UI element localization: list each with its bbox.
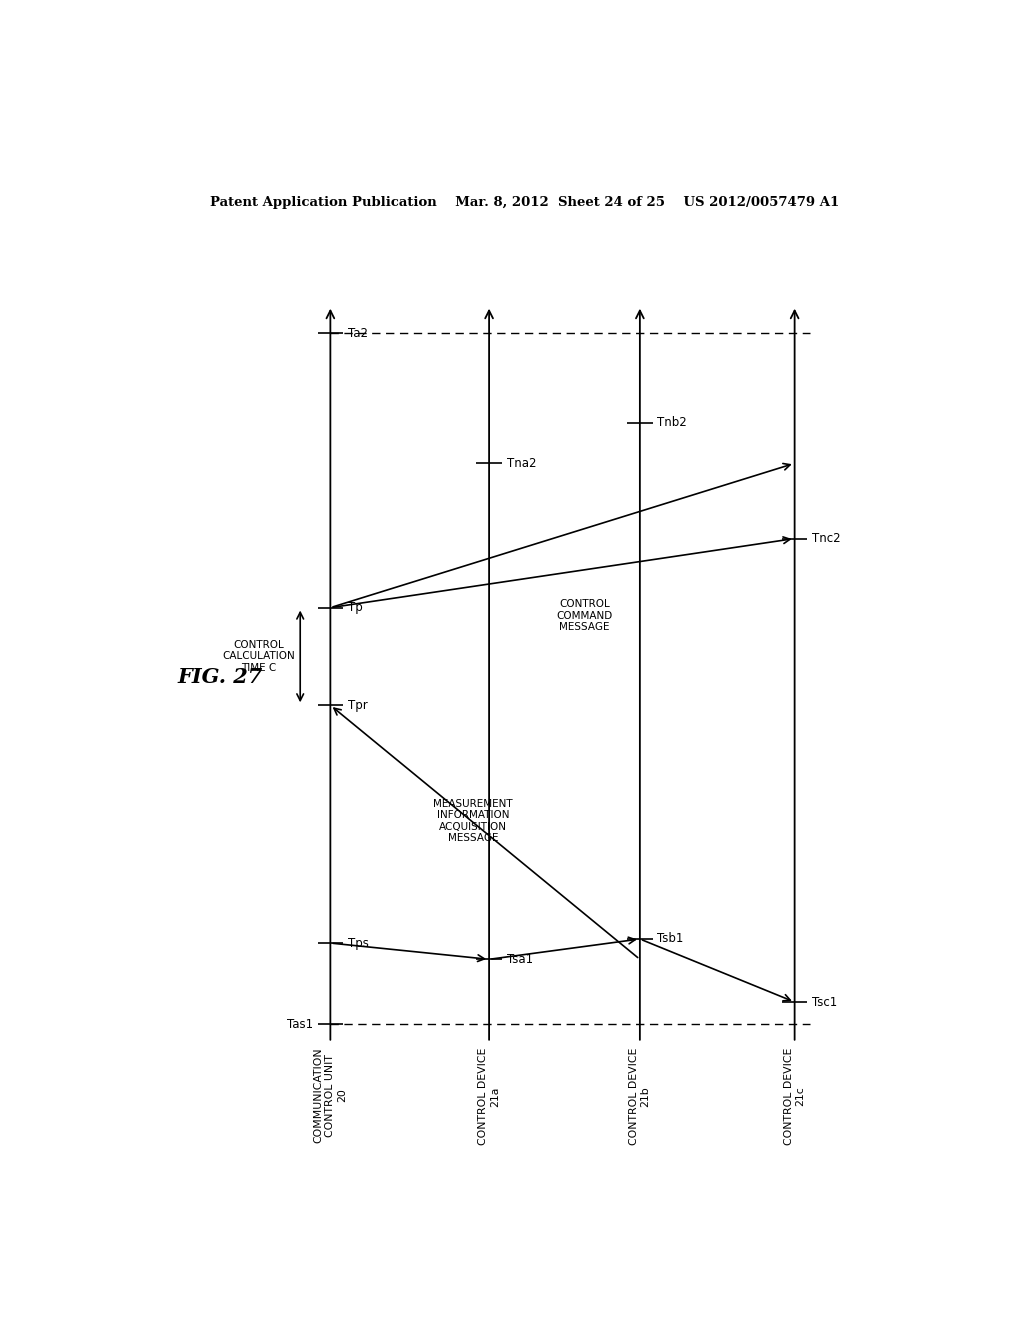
Text: Tps: Tps [348,937,369,949]
Text: Tp: Tp [348,601,362,614]
Text: Ta2: Ta2 [348,327,368,339]
Text: CONTROL
COMMAND
MESSAGE: CONTROL COMMAND MESSAGE [556,599,612,632]
Text: Tnb2: Tnb2 [657,416,687,429]
Text: COMMUNICATION
CONTROL UNIT
20: COMMUNICATION CONTROL UNIT 20 [313,1048,347,1143]
Text: Tsa1: Tsa1 [507,953,532,966]
Text: Tsb1: Tsb1 [657,932,684,945]
Text: Tas1: Tas1 [287,1018,313,1031]
Text: Tsc1: Tsc1 [812,995,838,1008]
Text: Tna2: Tna2 [507,457,536,470]
Text: Tnc2: Tnc2 [812,532,841,545]
Text: CONTROL
CALCULATION
TIME C: CONTROL CALCULATION TIME C [222,640,296,673]
Text: CONTROL DEVICE
21b: CONTROL DEVICE 21b [629,1048,650,1146]
Text: CONTROL DEVICE
21a: CONTROL DEVICE 21a [478,1048,500,1146]
Text: Patent Application Publication    Mar. 8, 2012  Sheet 24 of 25    US 2012/005747: Patent Application Publication Mar. 8, 2… [210,195,840,209]
Text: MEASUREMENT
INFORMATION
ACQUISITION
MESSAGE: MEASUREMENT INFORMATION ACQUISITION MESS… [433,799,513,843]
Text: FIG. 27: FIG. 27 [177,667,262,686]
Text: CONTROL DEVICE
21c: CONTROL DEVICE 21c [783,1048,806,1146]
Text: Tpr: Tpr [348,698,368,711]
